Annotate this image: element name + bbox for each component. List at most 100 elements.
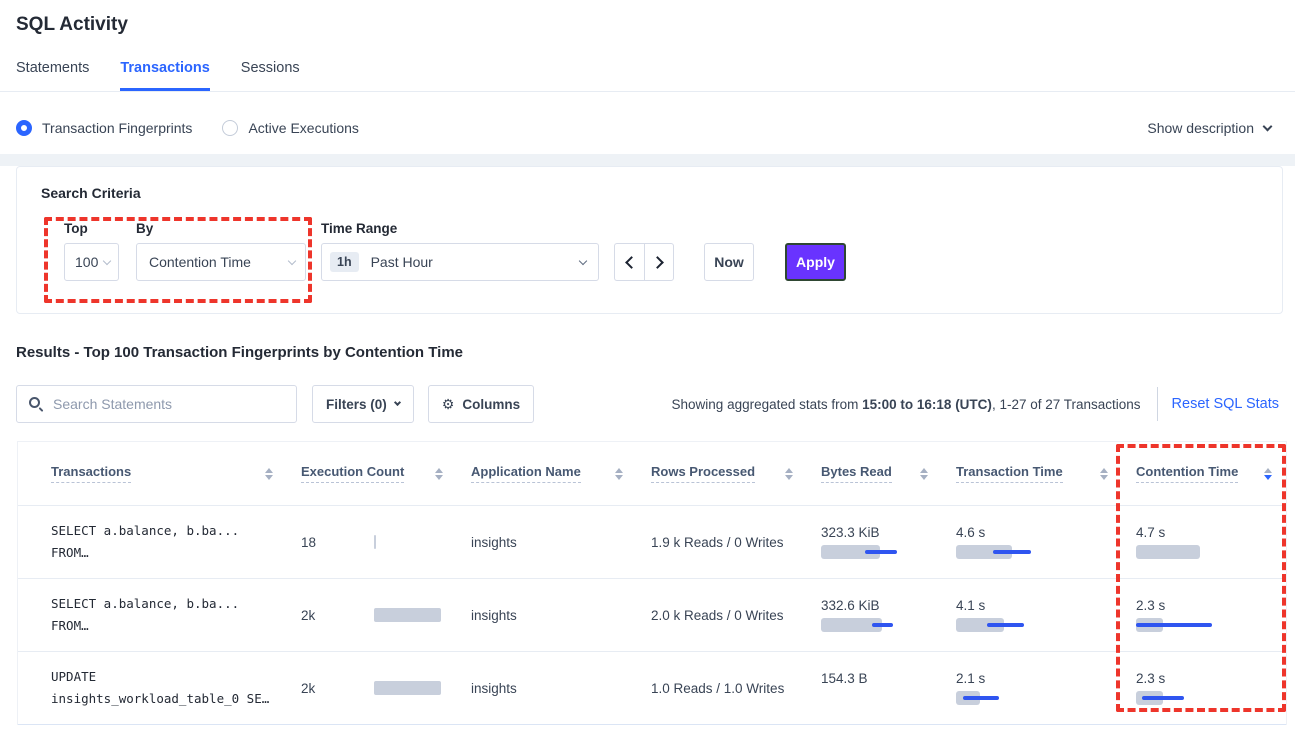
time-range-value: Past Hour <box>370 254 433 270</box>
transaction-time-bar <box>956 618 1108 632</box>
columns-label: Columns <box>462 396 521 412</box>
sort-icon[interactable] <box>777 467 793 480</box>
show-description-label: Show description <box>1147 120 1254 136</box>
toolbar-divider <box>1156 387 1158 421</box>
transactions-table: Transactions Execution Count Application… <box>17 441 1287 725</box>
search-statements-input[interactable] <box>51 395 296 413</box>
time-range-badge: 1h <box>330 252 359 272</box>
reset-sql-stats-link[interactable]: Reset SQL Stats <box>1171 396 1279 412</box>
transaction-time-cell: 4.1 s <box>956 598 1136 632</box>
column-header-contention-time: Contention Time <box>1136 464 1286 483</box>
sort-icon[interactable] <box>1092 467 1108 480</box>
columns-button[interactable]: ⚙ Columns <box>427 385 535 423</box>
column-header-application-name: Application Name <box>471 464 651 483</box>
radio-transaction-fingerprints[interactable]: Transaction Fingerprints <box>16 120 192 136</box>
next-time-button[interactable] <box>644 243 674 281</box>
execution-count-bar <box>374 534 454 550</box>
bytes-read-cell: 154.3 B <box>821 671 956 705</box>
now-button[interactable]: Now <box>704 243 754 281</box>
by-select-value: Contention Time <box>149 254 251 270</box>
transaction-time-cell: 2.1 s <box>956 671 1136 705</box>
table-row[interactable]: UPDATE insights_workload_table_0 SE… 2k i… <box>18 652 1286 725</box>
column-header-execution-count: Execution Count <box>301 464 471 483</box>
sort-icon[interactable] <box>257 467 273 480</box>
transaction-fingerprint-cell[interactable]: UPDATE insights_workload_table_0 SE… <box>51 668 270 707</box>
execution-count-bar <box>374 680 454 696</box>
rows-processed-cell: 2.0 k Reads / 0 Writes <box>651 607 784 623</box>
transaction-fingerprint-cell[interactable]: SELECT a.balance, b.ba... FROM… <box>51 595 240 634</box>
results-toolbar: Filters (0) ⚙ Columns Showing aggregated… <box>16 385 1283 423</box>
time-range-label: Time Range <box>321 221 398 236</box>
previous-time-button[interactable] <box>614 243 644 281</box>
bytes-read-bar <box>821 618 928 632</box>
execution-count-cell: 2k <box>301 652 471 724</box>
top-select-value: 100 <box>75 254 99 270</box>
apply-button[interactable]: Apply <box>785 243 846 281</box>
stats-summary: Showing aggregated stats from 15:00 to 1… <box>671 396 1141 412</box>
contention-time-cell: 4.7 s <box>1136 525 1286 559</box>
filters-button[interactable]: Filters (0) <box>312 385 414 423</box>
rows-processed-cell: 1.0 Reads / 1.0 Writes <box>651 680 785 696</box>
page-title: SQL Activity <box>16 14 128 35</box>
by-field-group: By Contention Time <box>136 221 306 281</box>
table-row[interactable]: SELECT a.balance, b.ba... FROM… 2k insigh… <box>18 579 1286 652</box>
section-divider <box>0 154 1295 166</box>
chevron-down-icon <box>578 256 588 265</box>
chevron-down-icon <box>393 398 401 407</box>
top-select[interactable]: 100 <box>64 243 119 281</box>
rows-processed-cell: 1.9 k Reads / 0 Writes <box>651 534 784 550</box>
column-header-bytes-read: Bytes Read <box>821 464 956 483</box>
view-toggle-row: Transaction Fingerprints Active Executio… <box>0 92 1295 154</box>
chevron-down-icon <box>1262 121 1273 132</box>
show-description-toggle[interactable]: Show description <box>1147 120 1273 136</box>
tab-bar: Statements Transactions Sessions <box>0 60 1295 92</box>
page-header: SQL Activity <box>0 0 1295 36</box>
bytes-read-cell: 332.6 KiB <box>821 598 956 632</box>
search-criteria-title: Search Criteria <box>41 185 141 201</box>
transaction-time-cell: 4.6 s <box>956 525 1136 559</box>
top-field-group: Top 100 <box>64 221 119 281</box>
radio-unselected-icon[interactable] <box>222 120 239 136</box>
by-label: By <box>136 221 154 236</box>
execution-count-cell: 2k <box>301 579 471 651</box>
contention-time-cell: 2.3 s <box>1136 598 1286 632</box>
table-header-row: Transactions Execution Count Application… <box>18 442 1286 506</box>
transaction-time-bar <box>956 545 1108 559</box>
by-select[interactable]: Contention Time <box>136 243 306 281</box>
chevron-down-icon <box>102 256 112 265</box>
radio-label: Transaction Fingerprints <box>42 120 193 136</box>
application-name-cell: insights <box>471 534 517 550</box>
contention-time-bar <box>1136 691 1258 705</box>
tab-sessions[interactable]: Sessions <box>240 60 300 76</box>
contention-time-cell: 2.3 s <box>1136 671 1286 705</box>
chevron-right-icon <box>650 255 664 269</box>
search-statements-box <box>16 385 297 423</box>
search-icon <box>29 397 40 408</box>
stats-time-range: 15:00 to 16:18 (UTC) <box>862 396 992 412</box>
transaction-fingerprint-cell[interactable]: SELECT a.balance, b.ba... FROM… <box>51 522 240 561</box>
bytes-read-bar <box>821 691 928 705</box>
execution-count-bar <box>374 607 454 623</box>
execution-count-cell: 18 <box>301 506 471 578</box>
tab-transactions[interactable]: Transactions <box>120 60 210 91</box>
chevron-down-icon <box>287 256 297 265</box>
results-heading: Results - Top 100 Transaction Fingerprin… <box>16 344 464 361</box>
table-row[interactable]: SELECT a.balance, b.ba... FROM… 18 insigh… <box>18 506 1286 579</box>
time-range-select[interactable]: 1h Past Hour <box>321 243 599 281</box>
sort-icon[interactable] <box>912 467 928 480</box>
radio-selected-icon[interactable] <box>16 120 32 136</box>
application-name-cell: insights <box>471 607 517 623</box>
sort-icon-desc[interactable] <box>1256 467 1272 480</box>
tab-statements[interactable]: Statements <box>16 60 90 76</box>
sort-icon[interactable] <box>427 467 443 480</box>
time-range-field-group: Time Range 1h Past Hour <box>321 221 599 281</box>
top-label: Top <box>64 221 88 236</box>
column-header-transaction-time: Transaction Time <box>956 464 1136 483</box>
filters-label: Filters (0) <box>326 396 387 412</box>
bytes-read-cell: 323.3 KiB <box>821 525 956 559</box>
radio-active-executions[interactable]: Active Executions <box>222 120 359 136</box>
time-range-pager <box>614 243 674 281</box>
sort-icon[interactable] <box>607 467 623 480</box>
column-header-transactions: Transactions <box>18 464 301 483</box>
column-header-rows-processed: Rows Processed <box>651 464 821 483</box>
